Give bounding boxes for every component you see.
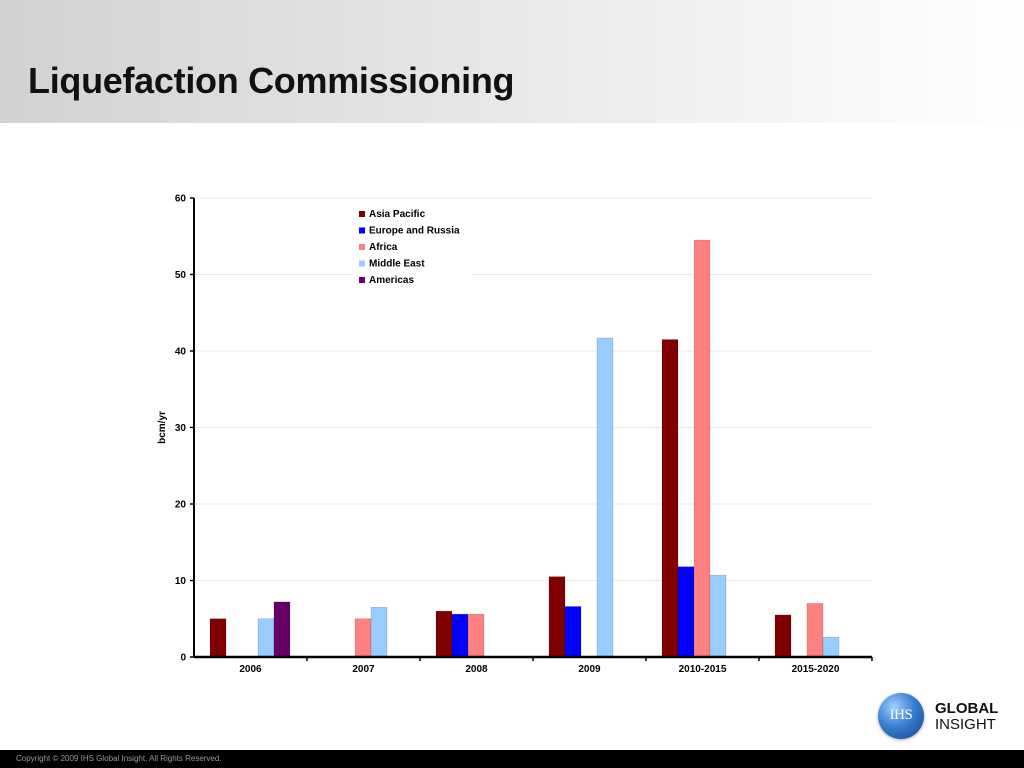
bar xyxy=(661,339,679,658)
y-tick-label: 10 xyxy=(175,576,187,587)
x-tick-label: 2010-2015 xyxy=(679,664,727,675)
legend-label: Africa xyxy=(369,242,398,253)
y-tick-label: 30 xyxy=(175,423,187,434)
y-tick-label: 20 xyxy=(175,500,187,511)
y-tick-label: 40 xyxy=(175,347,187,358)
y-tick-label: 60 xyxy=(175,194,187,205)
legend-label: Americas xyxy=(369,275,414,286)
title-bar: Liquefaction Commissioning xyxy=(0,0,1024,123)
bar xyxy=(709,574,727,658)
ihs-global-insight-logo: IHS GLOBAL INSIGHT xyxy=(878,690,1008,744)
bar xyxy=(548,576,566,658)
bar xyxy=(257,618,275,658)
bar xyxy=(822,636,840,658)
x-tick-label: 2008 xyxy=(465,664,488,675)
ihs-globe-icon xyxy=(878,693,924,739)
bar xyxy=(209,618,227,658)
bar xyxy=(596,337,614,658)
bar xyxy=(564,606,582,658)
bar xyxy=(451,613,469,658)
legend-label: Asia Pacific xyxy=(369,209,426,220)
logo-mark-text: IHS xyxy=(889,707,913,723)
x-tick-label: 2009 xyxy=(578,664,601,675)
legend-box xyxy=(352,206,472,292)
logo-word-global: GLOBAL xyxy=(935,700,999,717)
bar xyxy=(467,613,485,658)
footer-bar: Copyright © 2009 IHS Global Insight. All… xyxy=(0,750,1024,768)
legend-label: Middle East xyxy=(369,259,425,270)
legend-swatch xyxy=(359,244,365,250)
bar xyxy=(677,566,695,658)
legend-swatch xyxy=(359,211,365,217)
legend-swatch xyxy=(359,277,365,283)
bar xyxy=(774,614,792,658)
legend-swatch xyxy=(359,260,365,267)
logo-word-insight: INSIGHT xyxy=(935,716,996,733)
bar xyxy=(370,607,388,658)
legend-swatch xyxy=(359,227,365,234)
y-axis-title: bcm/yr xyxy=(157,411,168,444)
bar xyxy=(354,618,372,658)
copyright-text: Copyright © 2009 IHS Global Insight. All… xyxy=(16,754,222,763)
x-tick-label: 2006 xyxy=(239,664,262,675)
page-title: Liquefaction Commissioning xyxy=(28,60,515,101)
bar-chart: 0 10 20 30 40 50 60 bcm/yr 2006 2007 2008 2009 2010-… xyxy=(157,194,873,675)
bar xyxy=(435,610,453,658)
y-tick-label: 0 xyxy=(180,653,186,664)
bar xyxy=(693,239,711,658)
y-tick-label: 50 xyxy=(175,270,187,281)
legend-label: Europe and Russia xyxy=(369,226,460,237)
x-tick-label: 2007 xyxy=(352,664,375,675)
bar xyxy=(273,601,291,658)
bar xyxy=(806,603,824,658)
x-tick-label: 2015-2020 xyxy=(792,664,840,675)
